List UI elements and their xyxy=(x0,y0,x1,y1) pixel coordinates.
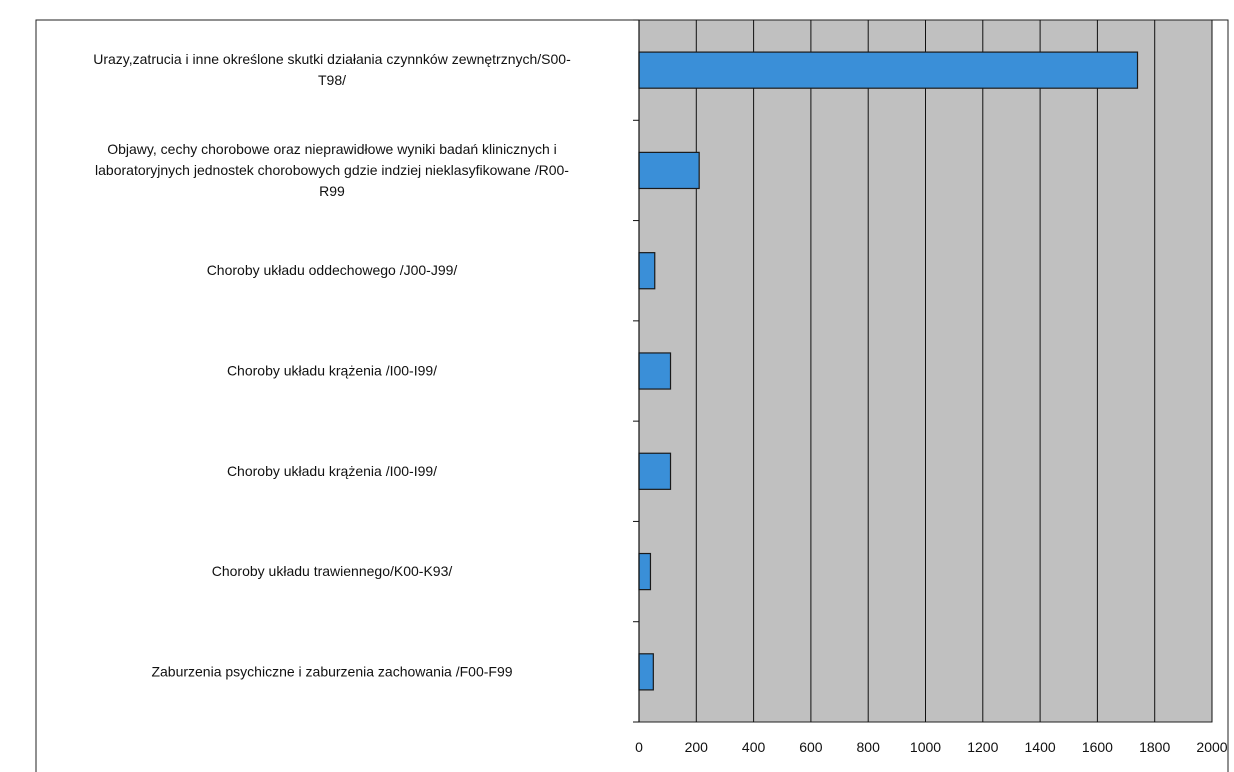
category-label-3: Choroby układu oddechowego /J00-J99/ xyxy=(207,262,458,278)
category-label-1: Urazy,zatrucia i inne określone skutki d… xyxy=(93,51,571,88)
x-tick-label-2000: 2000 xyxy=(1196,739,1227,755)
x-axis-tick-labels: 0 200 400 600 800 1000 1200 1400 1600 1800 2000 xyxy=(635,739,1228,755)
y-axis-ticks xyxy=(633,19,639,723)
bar-6 xyxy=(638,552,652,591)
x-tick-label-400: 400 xyxy=(742,739,766,755)
bar-2 xyxy=(638,151,700,190)
x-tick-label-1600: 1600 xyxy=(1082,739,1113,755)
bar-3 xyxy=(638,252,656,290)
x-tick-label-800: 800 xyxy=(857,739,881,755)
category-label-5: Choroby układu krążenia /I00-I99/ xyxy=(227,463,437,479)
x-tick-label-200: 200 xyxy=(685,739,709,755)
x-tick-label-1200: 1200 xyxy=(967,739,998,755)
gridlines xyxy=(695,20,1213,722)
category-label-7: Zaburzenia psychiczne i zaburzenia zacho… xyxy=(151,663,512,679)
category-label-6: Choroby układu trawiennego/K00-K93/ xyxy=(212,563,453,579)
x-tick-label-1400: 1400 xyxy=(1025,739,1056,755)
x-tick-label-0: 0 xyxy=(635,739,643,755)
bar-7 xyxy=(638,653,654,691)
category-label-4: Choroby układu krążenia /I00-I99/ xyxy=(227,363,437,379)
bars xyxy=(638,51,1139,691)
x-tick-label-600: 600 xyxy=(799,739,823,755)
bar-5 xyxy=(638,452,672,490)
bar-4 xyxy=(638,352,672,390)
category-labels: Urazy,zatrucia i inne określone skutki d… xyxy=(93,51,571,679)
x-tick-label-1000: 1000 xyxy=(910,739,941,755)
x-tick-label-1800: 1800 xyxy=(1139,739,1170,755)
category-label-2: Objawy, cechy chorobowe oraz nieprawidło… xyxy=(95,141,569,199)
bar-1 xyxy=(638,51,1139,89)
